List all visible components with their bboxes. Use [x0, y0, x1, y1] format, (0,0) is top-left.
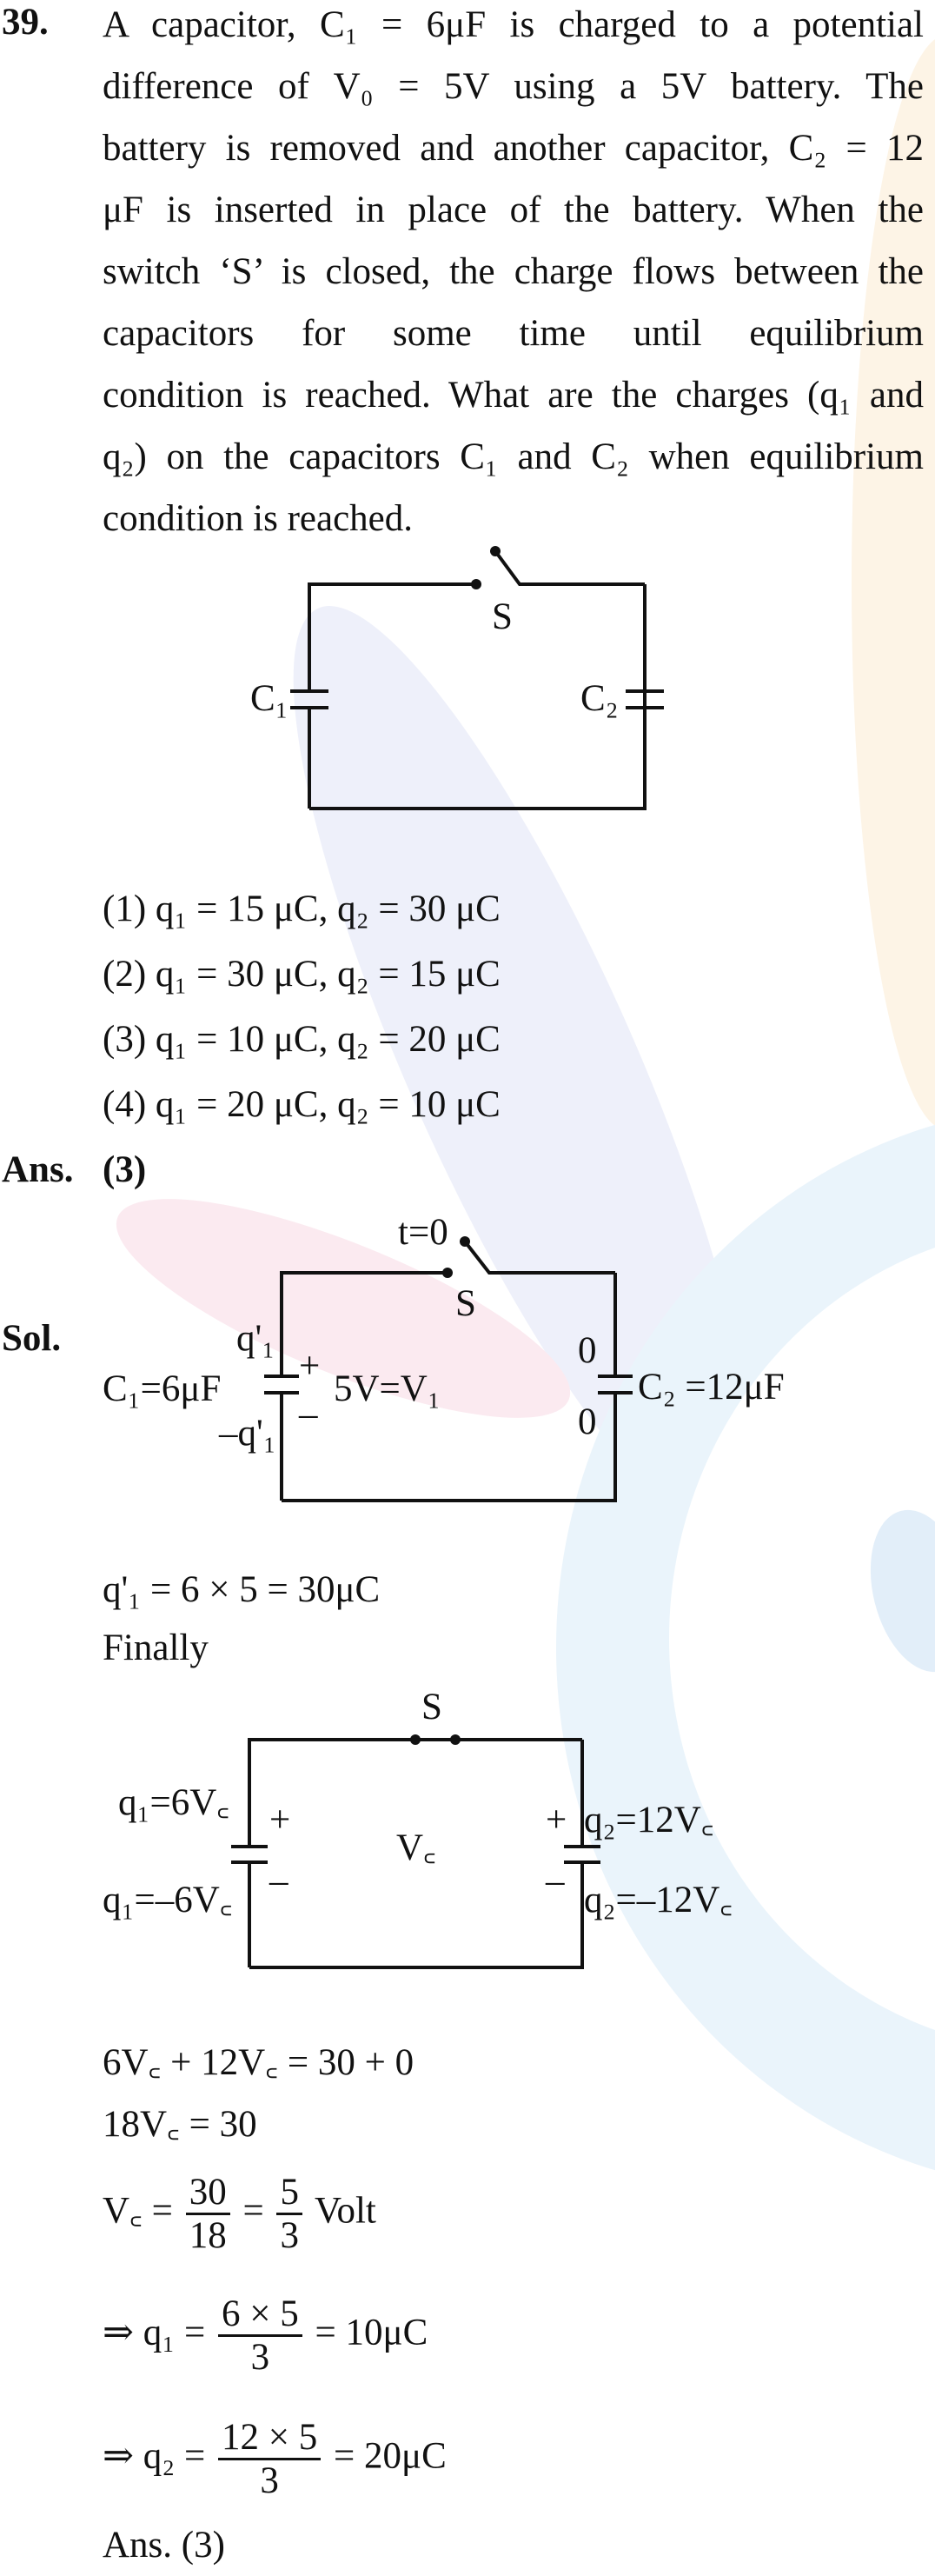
- fraction: 12 × 5 3: [218, 2417, 322, 2502]
- charge-label: q₂=12V꜀: [584, 1800, 714, 1840]
- wire: [248, 1738, 415, 1847]
- question-line: A capacitor, C₁ = 6μF is charged to a po…: [103, 4, 924, 45]
- equation-line: 6V꜀ + 12V꜀ = 30 + 0: [103, 2042, 414, 2083]
- question-line: capacitors for some time until equilibri…: [103, 313, 924, 354]
- equation-lhs: ⇒ q₂ =: [103, 2435, 206, 2477]
- question-number: 39.: [2, 2, 49, 43]
- switch-contact: [410, 1734, 421, 1745]
- denominator: 3: [250, 2337, 270, 2379]
- equation-rhs: = 10μC: [315, 2312, 428, 2353]
- switch-pivot: [490, 546, 501, 556]
- question-line: condition is reached.: [103, 498, 414, 539]
- fraction: 6 × 5 3: [218, 2293, 302, 2379]
- question-line: condition is reached. What are the charg…: [103, 375, 924, 416]
- question-line: difference of V₀ = 5V using a 5V battery…: [103, 66, 924, 107]
- minus-sign: –: [546, 1860, 565, 1901]
- numerator: 6 × 5: [218, 2293, 302, 2338]
- charge-label: q₁=–6V꜀: [103, 1880, 233, 1920]
- text-line: Finally: [103, 1627, 209, 1668]
- equation-line: q'₁ = 6 × 5 = 30μC: [103, 1569, 381, 1610]
- question-text: A capacitor, C₁ = 6μF is charged to a po…: [103, 0, 924, 549]
- question-line: μF is inserted in place of the battery. …: [103, 190, 924, 230]
- numerator: 30: [185, 2172, 230, 2216]
- denominator: 3: [260, 2460, 279, 2502]
- solution-label: Sol.: [2, 1318, 62, 1359]
- denominator: 3: [280, 2215, 299, 2257]
- switch-contact: [450, 1734, 461, 1745]
- equals-sign: =: [242, 2190, 264, 2232]
- equation-rhs: = 20μC: [334, 2435, 447, 2477]
- equation-vc: V꜀ = 30 18 = 5 3 Volt: [103, 2172, 376, 2257]
- equation-q2: ⇒ q₂ = 12 × 5 3 = 20μC: [103, 2417, 447, 2502]
- charge-label: q₂=–12V꜀: [584, 1880, 733, 1920]
- plus-sign: +: [269, 1800, 291, 1840]
- fraction: 5 3: [276, 2172, 302, 2257]
- question-line: battery is removed and another capacitor…: [103, 128, 924, 169]
- equation-line: 18V꜀ = 30: [103, 2104, 257, 2145]
- minus-sign: –: [269, 1860, 288, 1901]
- equation-q1: ⇒ q₁ = 6 × 5 3 = 10μC: [103, 2293, 428, 2379]
- numerator: 12 × 5: [218, 2417, 322, 2461]
- wire: [249, 1862, 584, 1969]
- fraction: 30 18: [185, 2172, 230, 2257]
- unit: Volt: [314, 2190, 376, 2232]
- numerator: 5: [276, 2172, 302, 2216]
- equation-lhs: V꜀ =: [103, 2190, 173, 2232]
- final-answer: Ans. (3): [103, 2525, 225, 2566]
- voltage-label: V꜀: [396, 1827, 436, 1868]
- charge-label: q₁=6V꜀: [118, 1782, 230, 1823]
- plus-sign: +: [546, 1800, 567, 1840]
- question-line: switch ‘S’ is closed, the charge flows b…: [103, 251, 924, 292]
- denominator: 18: [189, 2215, 227, 2257]
- equation-lhs: ⇒ q₁ =: [103, 2312, 206, 2353]
- question-line: q₂) on the capacitors C₁ and C₂ when equ…: [103, 436, 924, 477]
- answer-label: Ans.: [2, 1149, 74, 1190]
- switch-label: S: [421, 1687, 442, 1727]
